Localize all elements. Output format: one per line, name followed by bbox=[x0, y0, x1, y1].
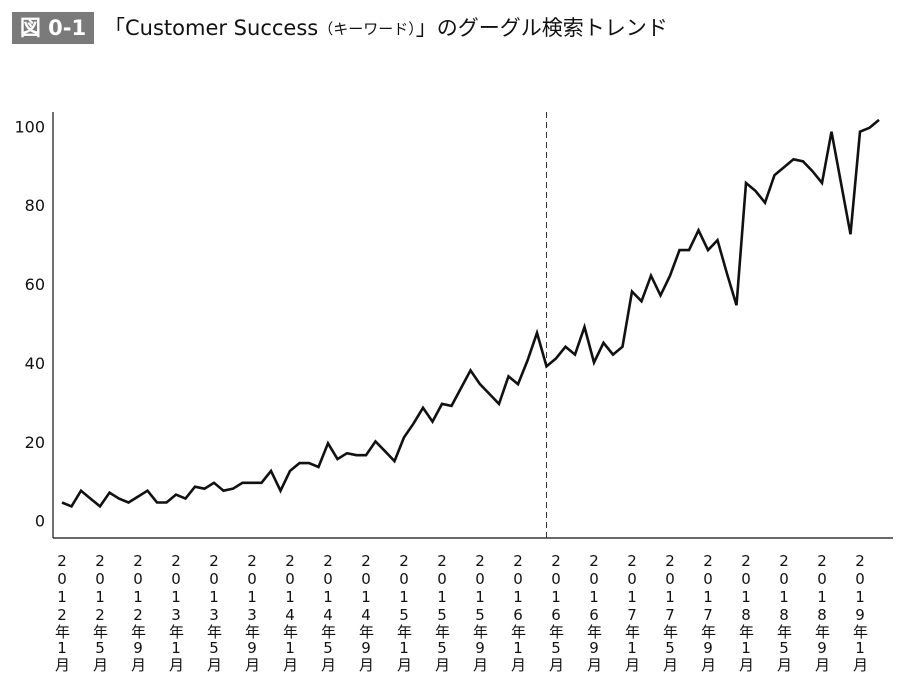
x-tick-label: 2013年9月 bbox=[243, 552, 261, 672]
x-tick-label: 2013年5月 bbox=[205, 552, 223, 672]
y-tick-label: 0 bbox=[35, 512, 45, 531]
figure-label: 図 0-1 bbox=[20, 16, 86, 40]
x-tick-label: 2017年5月 bbox=[661, 552, 679, 672]
x-tick-label: 2014年5月 bbox=[319, 552, 337, 672]
x-tick-label: 2013年1月 bbox=[167, 552, 185, 672]
x-tick-label: 2012年9月 bbox=[129, 552, 147, 672]
x-tick-label: 2017年1月 bbox=[623, 552, 641, 672]
x-tick-label: 2016年9月 bbox=[585, 552, 603, 672]
chart-title: 「Customer Success（キーワード）」のグーグル検索トレンド bbox=[104, 16, 668, 40]
trend-line bbox=[61, 118, 880, 509]
x-tick-label: 2012年5月 bbox=[91, 552, 109, 672]
title-part: 「Customer Success bbox=[104, 16, 318, 40]
figure-badge bbox=[12, 12, 94, 44]
title-part: （キーワード） bbox=[318, 20, 416, 38]
y-tick-label: 80 bbox=[25, 196, 45, 215]
x-tick-label: 2016年1月 bbox=[509, 552, 527, 672]
x-tick-label: 2015年5月 bbox=[433, 552, 451, 672]
y-tick-label: 100 bbox=[14, 117, 45, 136]
x-tick-label: 2016年5月 bbox=[547, 552, 565, 672]
x-tick-label: 2014年9月 bbox=[357, 552, 375, 672]
x-tick-label: 2014年1月 bbox=[281, 552, 299, 672]
x-tick-label: 2019年1月 bbox=[851, 552, 869, 672]
x-tick-label: 2015年1月 bbox=[395, 552, 413, 672]
title-part: 」のグーグル検索トレンド bbox=[416, 16, 668, 40]
x-tick-label: 2018年5月 bbox=[775, 552, 793, 672]
x-tick-label: 2012年1月 bbox=[53, 552, 71, 672]
x-tick-label: 2018年9月 bbox=[813, 552, 831, 672]
x-tick-label: 2015年9月 bbox=[471, 552, 489, 672]
y-tick-label: 60 bbox=[25, 275, 45, 294]
x-tick-label: 2018年1月 bbox=[737, 552, 755, 672]
y-tick-label: 20 bbox=[25, 433, 45, 452]
x-tick-label: 2017年9月 bbox=[699, 552, 717, 672]
y-tick-label: 40 bbox=[25, 354, 45, 373]
